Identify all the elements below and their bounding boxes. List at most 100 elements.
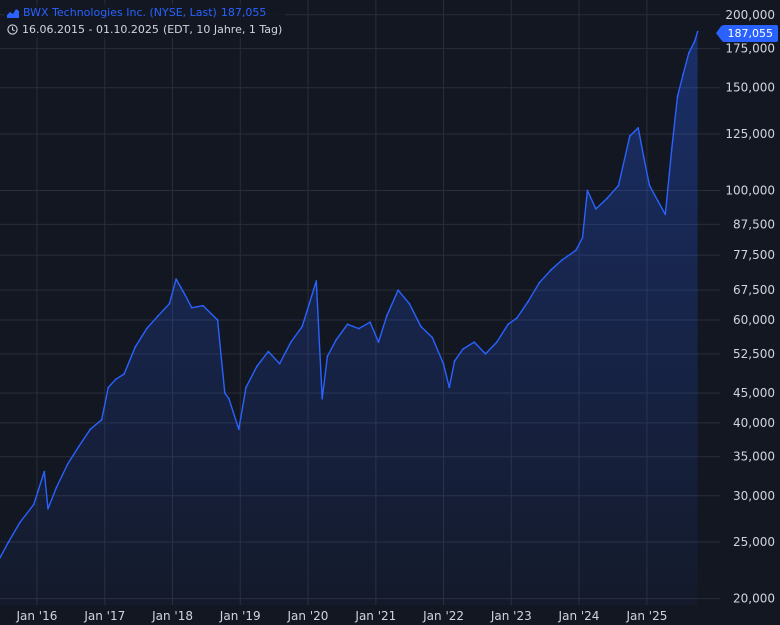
x-tick-label: Jan '18 (151, 609, 193, 623)
data-point (377, 341, 380, 343)
data-point (538, 281, 541, 284)
data-point (301, 325, 304, 328)
data-point (448, 386, 451, 389)
data-point (586, 189, 589, 192)
data-point (606, 197, 609, 200)
data-point (527, 300, 529, 303)
legend-title: BWX Technologies Inc. (NYSE, Last) (23, 6, 217, 19)
x-tick-label: Jan '21 (354, 609, 396, 623)
legend-title-row[interactable]: BWX Technologies Inc. (NYSE, Last) 187,0… (4, 4, 286, 21)
data-point (648, 184, 651, 187)
y-tick-label: 45,000 (733, 386, 775, 400)
data-point (107, 386, 110, 389)
data-point (202, 304, 205, 307)
data-point (245, 386, 247, 389)
data-point (326, 355, 329, 358)
data-point (78, 445, 80, 447)
data-point (595, 208, 597, 210)
data-point (442, 362, 445, 365)
data-point (321, 397, 324, 400)
data-point (420, 325, 422, 328)
data-point (357, 327, 360, 330)
data-point (175, 278, 178, 280)
data-point (89, 428, 92, 431)
data-point (676, 95, 679, 98)
last-price-badge: 187,055 (715, 25, 778, 42)
y-tick-label: 125,000 (725, 127, 775, 141)
x-tick-label: Jan '22 (422, 609, 464, 623)
y-tick-label: 20,000 (733, 592, 775, 606)
data-point (385, 314, 388, 317)
data-point (228, 397, 230, 400)
data-point (561, 259, 563, 261)
area-chart-icon (7, 8, 19, 18)
data-point (617, 184, 620, 187)
data-point (642, 156, 645, 159)
data-point (637, 127, 640, 129)
y-tick-label: 150,000 (725, 81, 775, 95)
y-tick-label: 35,000 (733, 450, 775, 464)
data-point (123, 373, 125, 375)
data-point (575, 249, 577, 252)
data-point (43, 470, 46, 473)
x-tick-label: Jan '24 (558, 609, 600, 623)
data-point (473, 341, 476, 343)
data-point (431, 336, 434, 339)
data-point (346, 323, 349, 326)
legend-last-value: 187,055 (220, 6, 267, 19)
data-point (190, 306, 193, 309)
y-tick-label: 100,000 (725, 184, 775, 198)
y-tick-label: 40,000 (733, 416, 775, 430)
plot-area (0, 30, 699, 605)
y-axis: 20,000 25,000 30,000 35,000 40,000 45,000 52,5… (725, 8, 775, 606)
data-point (664, 213, 667, 216)
data-point (549, 269, 552, 272)
data-point (696, 30, 699, 33)
data-point (628, 135, 631, 137)
data-point (516, 317, 518, 319)
data-point (32, 503, 35, 506)
y-tick-label: 200,000 (725, 8, 775, 22)
data-point (369, 321, 371, 324)
data-point (223, 392, 226, 394)
chart-legend: BWX Technologies Inc. (NYSE, Last) 187,0… (4, 4, 286, 38)
data-point (670, 147, 673, 150)
clock-icon (7, 24, 18, 35)
data-point (484, 353, 487, 355)
data-point (114, 378, 117, 381)
data-point (134, 345, 137, 348)
data-point (278, 362, 281, 365)
x-tick-label: Jan '19 (219, 609, 261, 623)
data-point (682, 73, 684, 76)
y-tick-label: 30,000 (733, 489, 775, 503)
x-tick-label: Jan '20 (287, 609, 329, 623)
data-point (267, 350, 270, 353)
data-point (256, 365, 258, 368)
data-point (507, 323, 509, 326)
data-point (19, 521, 21, 524)
data-point (100, 418, 103, 421)
data-point (168, 302, 171, 305)
data-point (581, 236, 584, 239)
data-point (657, 200, 659, 202)
data-point (315, 280, 318, 282)
y-tick-label: 67,500 (733, 283, 775, 297)
legend-range-row: 16.06.2015 - 01.10.2025 (EDT, 10 Jahre, … (4, 21, 286, 38)
data-point (182, 291, 185, 293)
data-point (453, 360, 456, 363)
legend-date-range: 16.06.2015 - 01.10.2025 (22, 23, 159, 36)
y-tick-label: 60,000 (733, 313, 775, 327)
x-axis: Jan '16 Jan '17 Jan '18 Jan '19 Jan '20 Jan '… (15, 609, 667, 623)
legend-meta: (EDT, 10 Jahre, 1 Tag) (162, 23, 283, 36)
series-area (0, 31, 698, 605)
data-point (693, 40, 696, 43)
x-tick-label: Jan '25 (625, 609, 667, 623)
data-point (408, 302, 411, 305)
data-point (0, 556, 1, 559)
y-tick-label: 52,500 (733, 347, 775, 361)
data-point (7, 541, 10, 543)
y-tick-label: 175,000 (725, 42, 775, 56)
data-point (687, 52, 690, 54)
data-point (397, 289, 399, 292)
